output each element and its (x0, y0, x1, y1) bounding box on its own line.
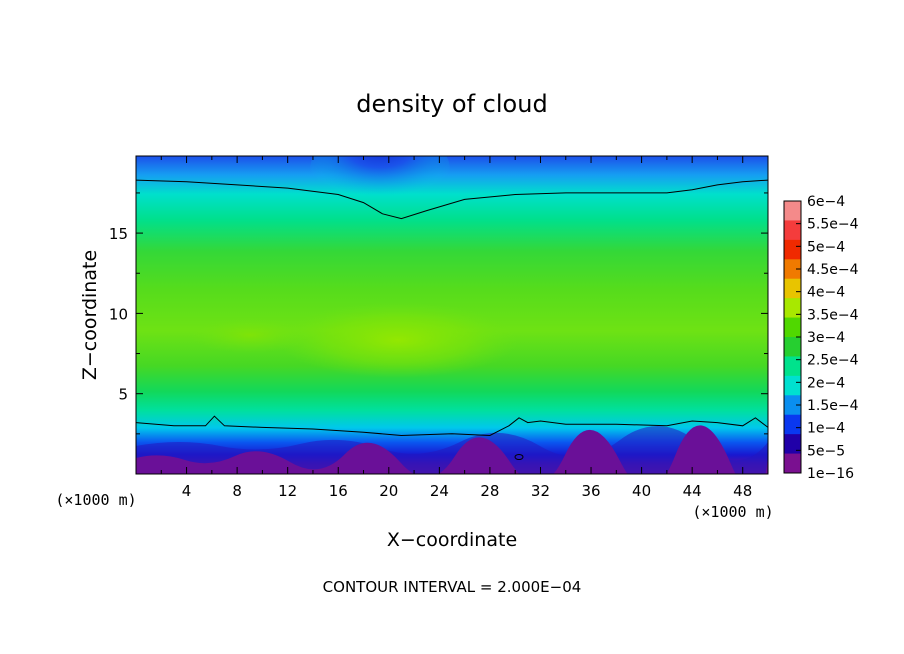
density-local-maximum (190, 317, 310, 353)
upper-low-density-region (310, 156, 450, 215)
colorbar-swatch (784, 278, 801, 299)
y-tick-label: 10 (109, 305, 128, 323)
colorbar-swatch (784, 201, 801, 221)
colorbar-label: 5e−5 (807, 443, 845, 459)
colorbar-label: 4.5e−4 (807, 262, 859, 278)
x-tick-label: 20 (379, 482, 398, 500)
colorbar-swatch (784, 317, 801, 338)
colorbar-label: 1.5e−4 (807, 398, 859, 414)
contour-line-lower (136, 415, 768, 437)
x-tick-label: 40 (632, 482, 651, 500)
colorbar-label: 2e−4 (807, 375, 845, 391)
colorbar-swatch (784, 259, 801, 280)
colorbar-label: 3e−4 (807, 330, 845, 346)
x-tick-label: 12 (278, 482, 297, 500)
surface-low-band (136, 425, 768, 474)
x-tick-label: 32 (531, 482, 550, 500)
plot-area (136, 156, 768, 474)
colorbar-swatch (784, 453, 801, 474)
colorbar-swatch (784, 356, 801, 377)
x-tick-label: 44 (683, 482, 702, 500)
contour-closed-loop (514, 454, 524, 460)
x-right-unit-label: (×1000 m) (692, 503, 773, 521)
colorbar-label: 3.5e−4 (807, 307, 859, 323)
colorbar: 6e−4 5.5e−4 5e−4 4.5e−4 4e−4 3.5e−4 3e−4 2.5e−4… (783, 194, 859, 482)
colorbar-label: 5.5e−4 (807, 217, 859, 233)
colorbar-swatch (784, 414, 801, 435)
colorbar-label: 5e−4 (807, 239, 845, 255)
y-axis-label: Z−coordinate (79, 250, 101, 380)
colorbar-swatch (784, 220, 801, 241)
colorbar-label: 6e−4 (807, 194, 845, 210)
x-axis-label: X−coordinate (387, 529, 517, 551)
density-maximum (278, 302, 518, 378)
x-tick-label: 8 (232, 482, 242, 500)
contour-line-upper (136, 179, 768, 220)
x-left-unit-label: (×1000 m) (55, 491, 136, 509)
colorbar-swatch (784, 395, 801, 416)
plot-frame (135, 155, 769, 475)
contour-interval-note: CONTOUR INTERVAL = 2.000E−04 (323, 578, 582, 596)
x-tick-label: 48 (733, 482, 752, 500)
colorbar-label: 4e−4 (807, 285, 845, 301)
chart-title: density of cloud (356, 90, 547, 118)
x-tick-label: 24 (430, 482, 449, 500)
colorbar-label: 1e−4 (807, 421, 845, 437)
colorbar-swatch (784, 434, 801, 455)
x-tick-label: 4 (182, 482, 192, 500)
colorbar-label: 2.5e−4 (807, 353, 859, 369)
colorbar-label: 1e−16 (807, 466, 854, 482)
x-tick-label: 28 (480, 482, 499, 500)
y-tick-label: 5 (118, 386, 128, 404)
x-axis: 4 8 12 16 20 24 28 32 36 40 44 48 (160, 156, 752, 500)
y-tick-label: 15 (109, 225, 128, 243)
x-tick-label: 16 (329, 482, 348, 500)
x-tick-label: 36 (581, 482, 600, 500)
y-axis: 5 10 15 (109, 192, 768, 435)
colorbar-swatch (784, 375, 801, 396)
colorbar-swatch (784, 337, 801, 357)
colorbar-swatch (784, 298, 801, 319)
colorbar-swatch (784, 239, 801, 260)
